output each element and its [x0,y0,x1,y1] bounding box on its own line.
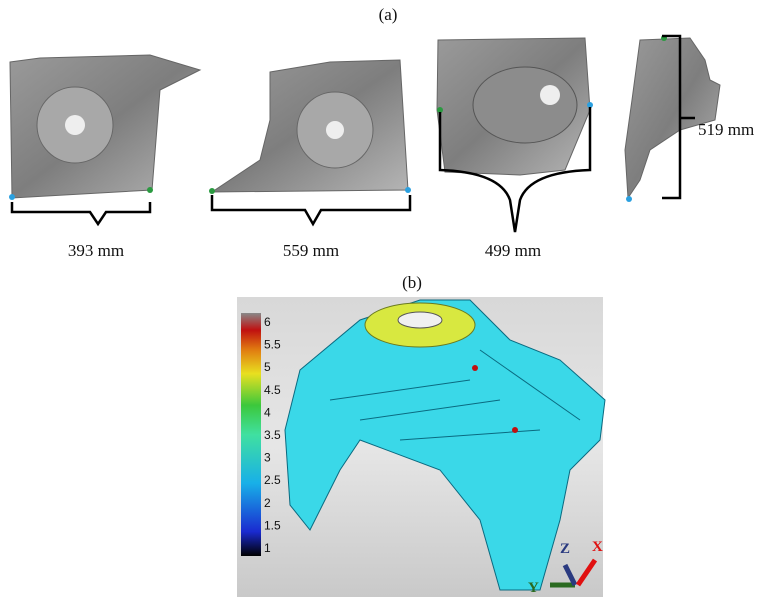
dimension-label: 499 mm [485,241,541,260]
dimension-label: 393 mm [68,241,124,260]
axis-label: X [592,539,603,555]
figure: (a) 393 mm 559 mm 499 mm 519 mm (b) 65. [0,0,777,599]
colorbar-tick-label: 5 [264,360,271,374]
colorbar-tick-label: 2 [264,496,271,510]
panel-label: (a) [379,5,398,24]
bracket [212,195,410,224]
colorbar-tick-label: 1 [264,541,271,555]
colorbar-tick-label: 1.5 [264,518,281,532]
part-image [437,38,593,175]
bracket [12,202,150,224]
dimension-label: 559 mm [283,241,339,260]
dimension-label: 519 mm [698,120,754,139]
colorbar-tick-label: 3.5 [264,428,281,442]
colorbar-tick-label: 4.5 [264,383,281,397]
colorbar-tick-label: 3 [264,451,271,465]
axis-label: Y [528,580,539,596]
colorbar-tick-label: 6 [264,315,271,329]
panel-label: (b) [402,273,422,292]
part-image [209,60,411,194]
colorbar-tick-label: 4 [264,405,271,419]
colorbar [241,313,261,556]
part-image [625,35,720,202]
axis-label: Z [560,541,570,557]
colorbar-tick-label: 5.5 [264,338,281,352]
part-image [9,55,200,200]
colorbar-tick-label: 2.5 [264,473,281,487]
